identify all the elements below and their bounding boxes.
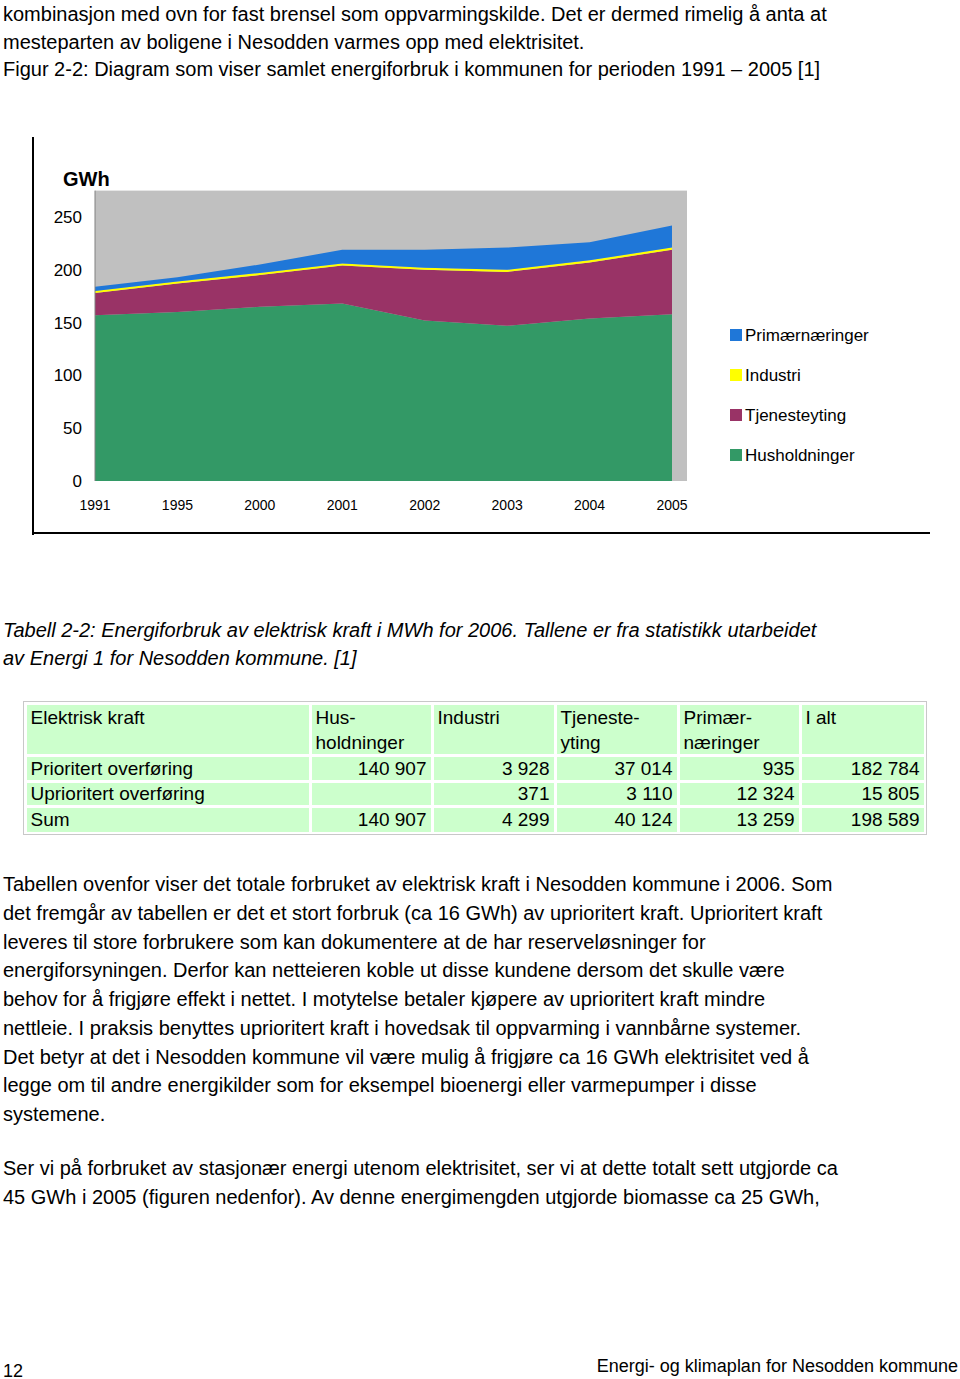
paragraph-line: energiforsyningen. Derfor kan netteieren… bbox=[3, 958, 785, 982]
x-tick-label: 1995 bbox=[162, 497, 193, 513]
table-cell-text: 3 928 bbox=[438, 757, 550, 780]
table-header-cell-text: Tjeneste- bbox=[561, 705, 673, 730]
table-cell-text: 140 907 bbox=[316, 808, 427, 832]
legend-label: Industri bbox=[745, 366, 801, 385]
y-tick-label: 150 bbox=[54, 314, 82, 333]
table-cell: 15 805 bbox=[802, 783, 924, 805]
x-tick-label: 2002 bbox=[409, 497, 440, 513]
table-cell-text: 15 805 bbox=[806, 783, 920, 805]
x-tick-label: 1991 bbox=[79, 497, 110, 513]
table-cell: 37 014 bbox=[557, 757, 677, 780]
table-cell-text: 182 784 bbox=[806, 757, 920, 780]
figure-frame bbox=[33, 532, 930, 534]
y-tick-label: 250 bbox=[54, 208, 82, 227]
y-tick-label: 100 bbox=[54, 366, 82, 385]
y-axis-label: GWh bbox=[63, 168, 110, 190]
table-cell: Sum bbox=[27, 808, 309, 832]
table-cell: 182 784 bbox=[802, 757, 924, 780]
legend-label: Tjenesteyting bbox=[745, 406, 846, 425]
paragraph-line: nettleie. I praksis benyttes uprioritert… bbox=[3, 1016, 801, 1040]
legend-swatch bbox=[730, 449, 742, 461]
table-cell: 4 299 bbox=[434, 808, 554, 832]
y-tick-label: 200 bbox=[54, 261, 82, 280]
table-cell-text: Prioritert overføring bbox=[31, 757, 305, 780]
x-tick-label: 2000 bbox=[244, 497, 275, 513]
footer-title: Energi- og klimaplan for Nesodden kommun… bbox=[597, 1354, 958, 1378]
table-header-cell: Primær-næringer bbox=[680, 705, 799, 754]
paragraph-line: leveres til store forbrukere som kan dok… bbox=[3, 930, 706, 954]
table-header-cell: Elektrisk kraft bbox=[27, 705, 309, 754]
table-header-cell-text: Elektrisk kraft bbox=[31, 705, 305, 730]
table-cell-text: 12 324 bbox=[684, 783, 795, 805]
table-cell: 3 928 bbox=[434, 757, 554, 780]
paragraph-line: Tabellen ovenfor viser det totale forbru… bbox=[3, 872, 832, 896]
x-tick-label: 2001 bbox=[327, 497, 358, 513]
table-header-cell-text: Industri bbox=[438, 705, 550, 730]
table-cell-text: 198 589 bbox=[806, 808, 920, 832]
area bbox=[95, 304, 672, 481]
intro-line: kombinasjon med ovn for fast brensel som… bbox=[3, 2, 827, 26]
table-cell-text: 935 bbox=[684, 757, 795, 780]
table-caption: av Energi 1 for Nesodden kommune. [1] bbox=[3, 646, 357, 670]
table-cell: 13 259 bbox=[680, 808, 799, 832]
table-cell-text: 4 299 bbox=[438, 808, 550, 832]
legend-label: Husholdninger bbox=[745, 446, 855, 465]
table-cell-text: 371 bbox=[438, 783, 550, 805]
table-header-cell-text: I alt bbox=[806, 705, 920, 730]
intro-line: mesteparten av boligene i Nesodden varme… bbox=[3, 30, 584, 54]
area bbox=[95, 225, 672, 290]
table-header-cell-text: Hus- bbox=[316, 705, 427, 730]
table-cell: Prioritert overføring bbox=[27, 757, 309, 780]
table-header-cell: Tjeneste-yting bbox=[557, 705, 677, 754]
table-cell: 371 bbox=[434, 783, 554, 805]
paragraph-line: behov for å frigjøre effekt i nettet. I … bbox=[3, 987, 765, 1011]
table-header-cell: I alt bbox=[802, 705, 924, 754]
figure-caption: Figur 2-2: Diagram som viser samlet ener… bbox=[3, 57, 820, 81]
x-tick-label: 2003 bbox=[492, 497, 523, 513]
table-cell: 140 907 bbox=[312, 808, 431, 832]
table-cell: Uprioritert overføring bbox=[27, 783, 309, 805]
y-tick-label: 50 bbox=[63, 419, 82, 438]
table-cell: 140 907 bbox=[312, 757, 431, 780]
legend-swatch bbox=[730, 369, 742, 381]
y-axis bbox=[95, 191, 96, 481]
x-tick-label: 2004 bbox=[574, 497, 605, 513]
table-cell: 935 bbox=[680, 757, 799, 780]
paragraph-line: systemene. bbox=[3, 1102, 105, 1126]
table-header-cell-text: Primær- bbox=[684, 705, 795, 730]
table-cell bbox=[312, 783, 431, 805]
figure-frame bbox=[32, 137, 34, 535]
table-cell: 40 124 bbox=[557, 808, 677, 832]
table-header-cell-text: yting bbox=[561, 730, 673, 755]
table-header-cell: Industri bbox=[434, 705, 554, 754]
table-cell: 12 324 bbox=[680, 783, 799, 805]
table-cell: 3 110 bbox=[557, 783, 677, 805]
paragraph-line: det fremgår av tabellen er det et stort … bbox=[3, 901, 822, 925]
x-tick-label: 2005 bbox=[656, 497, 687, 513]
y-tick-label: 0 bbox=[73, 472, 82, 491]
table-caption: Tabell 2-2: Energiforbruk av elektrisk k… bbox=[3, 618, 816, 642]
table-cell-text: Sum bbox=[31, 808, 305, 832]
paragraph-line: legge om til andre energikilder som for … bbox=[3, 1073, 757, 1097]
legend-label: Primærnæringer bbox=[745, 326, 869, 345]
table-cell-text: 3 110 bbox=[561, 783, 673, 805]
paragraph-line: 45 GWh i 2005 (figuren nedenfor). Av den… bbox=[3, 1185, 820, 1209]
table-cell-text: 13 259 bbox=[684, 808, 795, 832]
paragraph-line: Ser vi på forbruket av stasjonær energi … bbox=[3, 1156, 838, 1180]
page-number: 12 bbox=[3, 1359, 23, 1379]
table-header-cell-text: holdninger bbox=[316, 730, 427, 755]
areas bbox=[95, 225, 672, 481]
table-cell-text: Uprioritert overføring bbox=[31, 783, 305, 805]
table-cell-text: 140 907 bbox=[316, 757, 427, 780]
table-cell: 198 589 bbox=[802, 808, 924, 832]
legend-swatch bbox=[730, 329, 742, 341]
chart: GWh 0 50 100 150 200 250 1991 1995 2000 2001 2002 20… bbox=[0, 0, 960, 560]
table-header-cell: Hus-holdninger bbox=[312, 705, 431, 754]
plot-background bbox=[95, 191, 687, 481]
table-cell-text: 40 124 bbox=[561, 808, 673, 832]
table-cell-text: 37 014 bbox=[561, 757, 673, 780]
legend-swatch bbox=[730, 409, 742, 421]
paragraph-line: Det betyr at det i Nesodden kommune vil … bbox=[3, 1045, 809, 1069]
table-header-cell-text: næringer bbox=[684, 730, 795, 755]
